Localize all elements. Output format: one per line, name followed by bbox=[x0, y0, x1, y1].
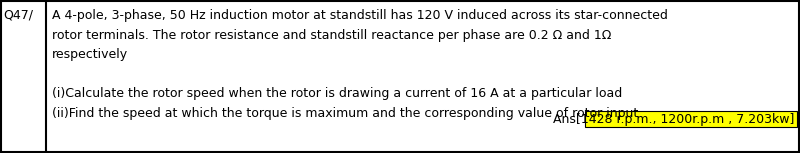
Text: A 4-pole, 3-phase, 50 Hz induction motor at standstill has 120 V induced across : A 4-pole, 3-phase, 50 Hz induction motor… bbox=[52, 9, 668, 22]
Text: Q47/: Q47/ bbox=[3, 9, 33, 22]
Text: (i)Calculate the rotor speed when the rotor is drawing a current of 16 A at a pa: (i)Calculate the rotor speed when the ro… bbox=[52, 87, 622, 100]
Text: (ii)Find the speed at which the torque is maximum and the corresponding value of: (ii)Find the speed at which the torque i… bbox=[52, 106, 638, 119]
Text: respectively: respectively bbox=[52, 48, 128, 61]
Text: Ans[1428 r.p.m., 1200r.p.m , 7.203kw]: Ans[1428 r.p.m., 1200r.p.m , 7.203kw] bbox=[553, 113, 794, 126]
Text: rotor terminals. The rotor resistance and standstill reactance per phase are 0.2: rotor terminals. The rotor resistance an… bbox=[52, 28, 611, 41]
Bar bbox=[585, 111, 797, 127]
